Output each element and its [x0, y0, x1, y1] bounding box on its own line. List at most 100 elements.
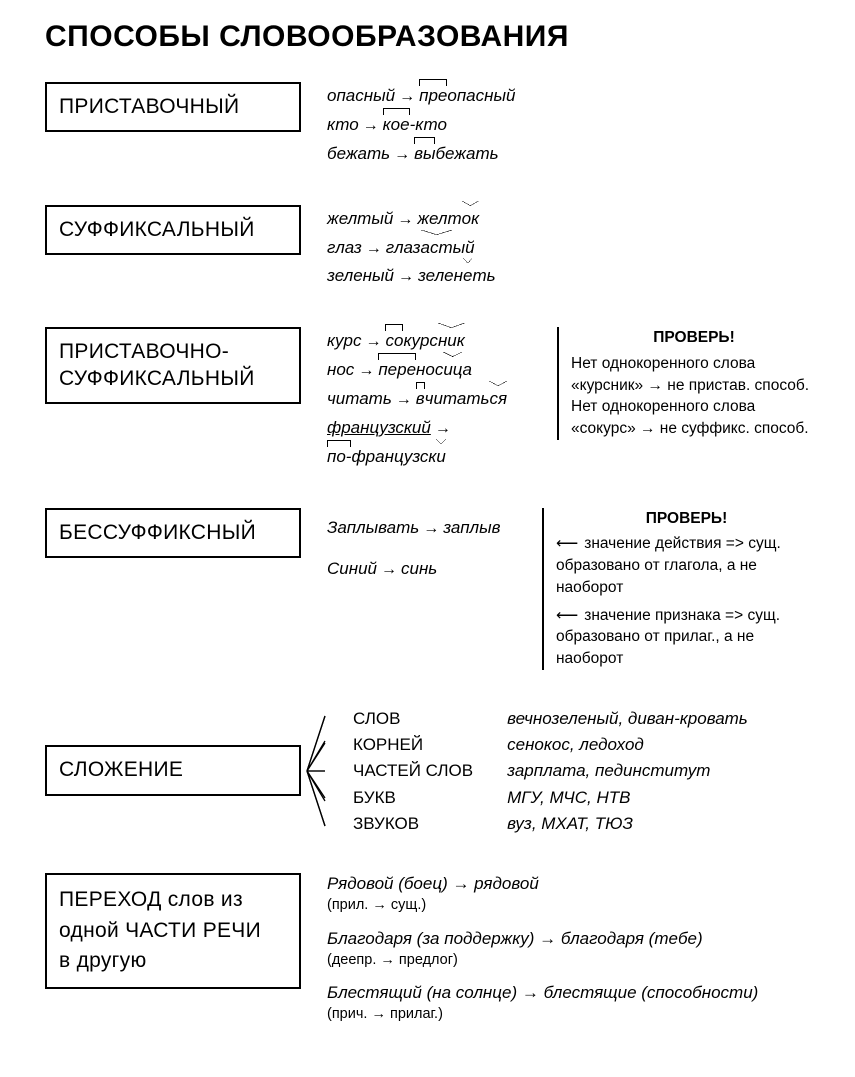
example-row: Заплыватьзаплыв — [327, 508, 532, 549]
example-note: (прич. → прилаг.) — [327, 1005, 758, 1025]
root-part: нос — [416, 360, 443, 379]
arrow-icon — [377, 561, 401, 578]
section-suffiksalny: СУФФИКСАЛЬНЫЙ желтыйжелток глазглазастый… — [45, 205, 825, 292]
mb-part: ПЕРЕХОД — [59, 888, 162, 911]
suffix-marked: ся — [489, 385, 507, 414]
to-word: заплыв — [443, 518, 500, 537]
suffix-marked: е — [463, 262, 472, 291]
method-box: ПРИСТАВОЧНО-СУФФИКСАЛЬНЫЙ — [45, 327, 301, 404]
section-pristavochny: ПРИСТАВОЧНЫЙ опасныйпреопасный кто кое-кт… — [45, 82, 825, 169]
example-row: бежатьвыбежать — [327, 140, 825, 169]
example-row: зеленыйзеленеть — [327, 262, 825, 291]
mb-part: в другую — [59, 949, 147, 972]
arrow-icon — [392, 391, 416, 408]
root-part: французск — [351, 447, 436, 466]
example-row: кто кое-кто — [327, 111, 825, 140]
page-title: СПОСОБЫ СЛОВООБРАЗОВАНИЯ — [45, 20, 825, 54]
example-item: зарплата, пединститут — [507, 758, 748, 784]
part-item: ЧАСТЕЙ СЛОВ — [353, 758, 473, 784]
check-title: ПРОВЕРЬ! — [571, 327, 817, 349]
from-word: французский — [327, 418, 431, 437]
from-word: нос — [327, 360, 354, 379]
check-title: ПРОВЕРЬ! — [556, 508, 817, 530]
arrow-icon — [361, 333, 385, 350]
check-column: ПРОВЕРЬ! значение действия => сущ. образ… — [542, 508, 817, 670]
suffix-marked: ок — [462, 205, 479, 234]
example-line: Благодаря (за поддержку) → благодаря (те… — [327, 928, 758, 951]
word-rest: ый — [453, 238, 475, 257]
arrow-icon — [354, 362, 378, 379]
prefix-marked: вы — [414, 140, 435, 169]
root-part: курс — [403, 331, 437, 350]
prefix-marked: пре — [419, 82, 447, 111]
from-word: бежать — [327, 144, 390, 163]
arrow-icon — [419, 520, 443, 537]
root-part: желт — [417, 209, 461, 228]
examples: опасныйпреопасный ктокое-кто бежатьвыбеж… — [327, 82, 825, 169]
left-arrow-icon — [556, 607, 584, 624]
arrow-icon — [394, 268, 418, 285]
examples: курссокурсник носпереносица читатьвчитат… — [327, 327, 547, 471]
method-box: СУФФИКСАЛЬНЫЙ — [45, 205, 301, 255]
word-rest: бежать — [435, 144, 498, 163]
example-item: МГУ, МЧС, НТВ — [507, 785, 748, 811]
word-rest: -кто — [410, 115, 447, 134]
suffix-marked: аст — [421, 234, 453, 263]
examples: желтыйжелток глазглазастый зеленыйзелене… — [327, 205, 825, 292]
example-row: Синий синь — [327, 549, 532, 590]
arrow-icon — [390, 146, 414, 163]
bracket-icon — [305, 706, 327, 836]
example-row: курссокурсник — [327, 327, 547, 356]
word-rest: опасный — [447, 86, 515, 105]
prefix-marked: пере — [378, 356, 416, 385]
prefix-marked: по- — [327, 443, 351, 472]
examples: Заплыватьзаплыв Синий синь — [327, 508, 532, 590]
root-part: зелен — [418, 266, 463, 285]
example-item: сенокос, ледоход — [507, 732, 748, 758]
check-line: Нет однокоренного слова — [571, 353, 817, 375]
check-line: значение признака => сущ. образовано от … — [556, 605, 817, 670]
left-arrow-icon — [556, 535, 584, 552]
example-row: глазглазастый — [327, 234, 825, 263]
word-rest: а — [463, 360, 472, 379]
slozhenie-parts: СЛОВ КОРНЕЙ ЧАСТЕЙ СЛОВ БУКВ ЗВУКОВ — [353, 706, 473, 838]
method-box: БЕССУФФИКСНЫЙ — [45, 508, 301, 558]
from-word: читать — [327, 389, 392, 408]
prefix-marked: кое — [383, 111, 410, 140]
example-item: вечнозеленый, диван-кровать — [507, 706, 748, 732]
example-item: вуз, МХАТ, ТЮЗ — [507, 811, 748, 837]
mb-part: одной — [59, 919, 125, 942]
from-word: желтый — [327, 209, 393, 228]
section-perehod: ПЕРЕХОД слов из одной ЧАСТИ РЕЧИ в другу… — [45, 873, 825, 1037]
from-word: глаз — [327, 238, 362, 257]
root-part: чит — [425, 389, 457, 408]
to-word: синь — [401, 559, 437, 578]
example-note: (прил. → сущ.) — [327, 896, 758, 916]
word-rest: ать — [457, 389, 490, 408]
part-item: БУКВ — [353, 785, 473, 811]
prefix-marked: со — [385, 327, 403, 356]
check-text: значение действия => сущ. образовано от … — [556, 535, 781, 595]
method-box: СЛОЖЕНИЕ — [45, 745, 301, 795]
part-item: СЛОВ — [353, 706, 473, 732]
slozhenie-examples: вечнозеленый, диван-кровать сенокос, лед… — [507, 706, 748, 838]
method-box: ПРИСТАВОЧНЫЙ — [45, 82, 301, 132]
from-word: кто — [327, 115, 359, 134]
word-rest: ть — [472, 266, 495, 285]
from-word: курс — [327, 331, 361, 350]
method-box: ПЕРЕХОД слов из одной ЧАСТИ РЕЧИ в другу… — [45, 873, 301, 988]
perehod-examples: Рядовой (боец) → рядовой (прил. → сущ.) … — [327, 873, 758, 1037]
arrow-icon — [431, 420, 455, 437]
check-line: значение действия => сущ. образовано от … — [556, 533, 817, 598]
arrow-icon — [359, 117, 383, 134]
example-row: французскийпо-французски — [327, 414, 547, 472]
prefix-marked: в — [416, 385, 425, 414]
example-row: опасныйпреопасный — [327, 82, 825, 111]
part-item: ЗВУКОВ — [353, 811, 473, 837]
section-bessuffiksny: БЕССУФФИКСНЫЙ Заплыватьзаплыв Синийсинь … — [45, 508, 825, 670]
example-row: читатьвчитаться — [327, 385, 547, 414]
check-text: значение признака => сущ. образовано от … — [556, 607, 780, 667]
from-word: Синий — [327, 559, 377, 578]
section-prist-suff: ПРИСТАВОЧНО-СУФФИКСАЛЬНЫЙ курссокурсник … — [45, 327, 825, 471]
example-line: Рядовой (боец) → рядовой — [327, 873, 758, 896]
